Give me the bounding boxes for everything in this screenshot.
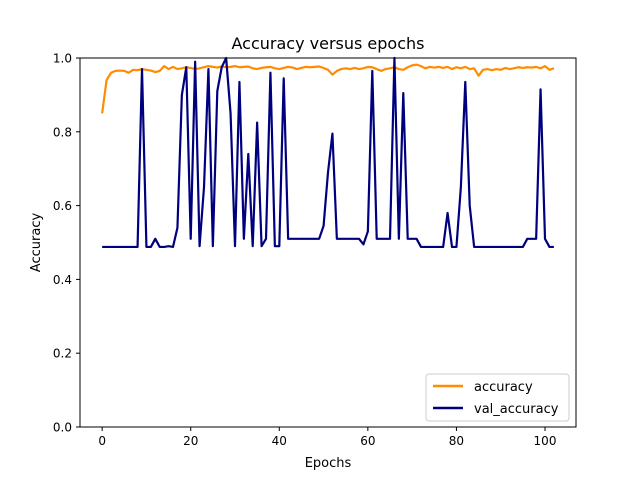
- y-tick-label: 1.0: [53, 52, 72, 66]
- plot-area: [101, 56, 555, 249]
- x-tick-label: 60: [360, 434, 375, 448]
- axes-frame: [79, 57, 577, 428]
- y-axis: 0.0 0.2 0.4 0.6 0.8 1.0: [53, 52, 80, 435]
- x-tick-label: 20: [183, 434, 198, 448]
- x-tick-label: 0: [98, 434, 106, 448]
- x-axis: 0 20 40 60 80 100: [98, 427, 556, 448]
- y-tick-label: 0.0: [53, 421, 72, 435]
- series-line-val-accuracy: [102, 56, 554, 249]
- chart-title: Accuracy versus epochs: [232, 34, 425, 53]
- x-tick-label: 100: [534, 434, 557, 448]
- series-line-accuracy: [101, 63, 555, 114]
- x-tick-label: 40: [272, 434, 287, 448]
- y-axis-label: Accuracy: [29, 213, 44, 273]
- x-tick-label: 80: [449, 434, 464, 448]
- legend-label-val-accuracy: val_accuracy: [474, 402, 559, 417]
- legend: accuracy val_accuracy: [425, 373, 570, 422]
- y-tick-label: 0.8: [53, 125, 72, 139]
- y-tick-label: 0.6: [53, 199, 72, 213]
- legend-label-accuracy: accuracy: [474, 380, 533, 395]
- y-tick-label: 0.4: [53, 273, 72, 287]
- y-tick-label: 0.2: [53, 347, 72, 361]
- x-axis-label: Epochs: [305, 456, 352, 471]
